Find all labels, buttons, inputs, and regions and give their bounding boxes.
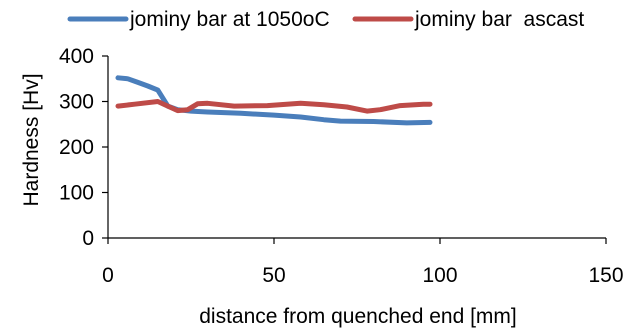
- y-axis-title: Hardness [Hv]: [20, 73, 43, 206]
- y-tick-label: 100: [59, 182, 94, 205]
- x-axis-ticks: 0 50 100 150: [102, 238, 624, 287]
- y-tick-label: 0: [82, 227, 94, 250]
- plot-area: 0 100 200 300 400 0 50 100 150: [59, 45, 624, 287]
- y-tick-label: 400: [59, 45, 94, 68]
- y-tick-label: 300: [59, 91, 94, 114]
- x-tick-label: 100: [422, 264, 457, 287]
- x-tick-label: 150: [588, 264, 623, 287]
- series-lines: [115, 75, 433, 126]
- x-axis-title: distance from quenched end [mm]: [199, 305, 517, 328]
- x-tick-label: 50: [262, 264, 285, 287]
- legend: jominy bar at 1050oC jominy bar ascast: [67, 8, 584, 31]
- legend-label-1: jominy bar at 1050oC: [129, 8, 330, 31]
- y-axis-ticks: 0 100 200 300 400: [59, 45, 108, 250]
- legend-label-2: jominy bar ascast: [414, 8, 584, 31]
- y-tick-label: 200: [59, 136, 94, 159]
- series-line-2: [115, 99, 433, 114]
- x-tick-label: 0: [102, 264, 114, 287]
- series-line-1: [115, 75, 433, 126]
